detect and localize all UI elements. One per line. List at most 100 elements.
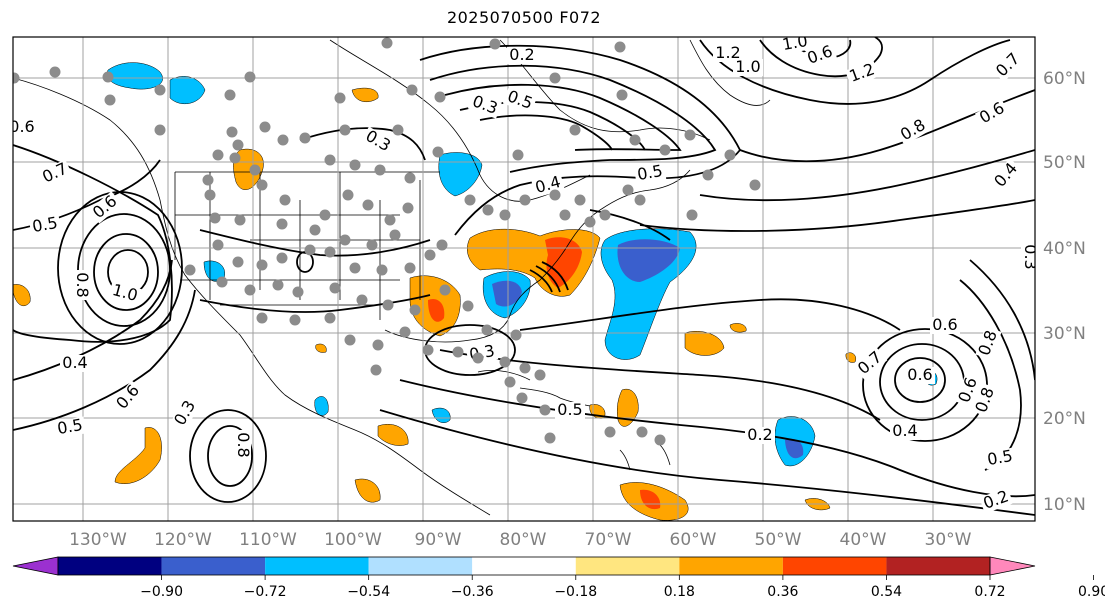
station-marker xyxy=(381,37,393,49)
colorbar-tick-label: 0.18 xyxy=(664,584,695,600)
station-marker xyxy=(462,300,474,312)
station-marker xyxy=(256,179,268,191)
colorbar-tick-label: 0.36 xyxy=(767,584,798,600)
contour-label-bg xyxy=(845,60,880,87)
contour-label: 0.4 xyxy=(62,353,87,372)
lat-label: 20°N xyxy=(1043,409,1086,429)
contour-line xyxy=(13,144,173,343)
station-marker xyxy=(232,256,244,268)
contour-label-bg xyxy=(88,191,123,224)
contour-label-bg xyxy=(38,159,73,188)
lon-label: 60°W xyxy=(670,530,717,550)
longitude-labels: 130°W 120°W 110°W 100°W 90°W 80°W 70°W 60°W 50°W… xyxy=(69,530,972,550)
station-marker xyxy=(226,126,238,138)
station-marker xyxy=(362,199,374,211)
station-marker xyxy=(319,209,331,221)
contour-label-bg xyxy=(983,447,1017,470)
station-marker xyxy=(202,174,214,186)
contour-label-bg xyxy=(990,158,1023,193)
station-marker xyxy=(49,66,61,78)
lat-label: 50°N xyxy=(1043,153,1086,173)
lon-label: 70°W xyxy=(585,530,632,550)
station-marker xyxy=(356,294,368,306)
graticule xyxy=(13,37,1035,521)
lon-label: 30°W xyxy=(925,530,972,550)
station-marker xyxy=(614,41,626,53)
station-marker xyxy=(216,276,228,288)
contour-label: 0.5 xyxy=(557,400,582,419)
contour-label-bg xyxy=(896,115,931,146)
station-marker xyxy=(154,124,166,136)
station-marker xyxy=(499,209,511,221)
station-marker xyxy=(277,134,289,146)
contour-label-bg xyxy=(853,347,888,380)
contour-line xyxy=(894,357,946,403)
contour-label-bg xyxy=(502,87,537,114)
station-marker xyxy=(204,189,216,201)
contour-label-bg xyxy=(507,47,537,64)
colorbar-segment xyxy=(886,557,990,575)
station-marker xyxy=(329,282,341,294)
station-marker xyxy=(599,209,611,221)
contour-line xyxy=(519,298,901,331)
contour-label: 0.8 xyxy=(234,432,253,457)
contour-label: 0.8 xyxy=(73,272,92,297)
contour-line xyxy=(969,259,1035,381)
station-marker xyxy=(559,209,571,221)
contour-label: 1.0 xyxy=(781,31,809,54)
station-marker xyxy=(272,279,284,291)
contour-label-bg xyxy=(13,119,37,136)
station-marker xyxy=(374,164,386,176)
colorbar-tick-label: 0.54 xyxy=(871,584,902,600)
station-marker xyxy=(392,124,404,136)
station-marker xyxy=(409,304,421,316)
contour-line xyxy=(93,233,159,311)
station-markers xyxy=(13,37,761,446)
contour-label: 1.2 xyxy=(715,43,740,62)
shade-region-orange xyxy=(428,298,445,322)
contour-line xyxy=(199,229,431,257)
contour-label: 0.2 xyxy=(509,45,534,64)
chart-title: 2025070500 F072 xyxy=(446,8,602,27)
station-marker xyxy=(686,209,698,221)
contour-line xyxy=(299,127,426,161)
contour-line xyxy=(13,289,196,431)
shade-region-blue xyxy=(785,438,804,459)
contour-label-bg xyxy=(234,430,251,460)
station-marker xyxy=(544,432,556,444)
station-marker xyxy=(659,144,671,156)
shade-region-orange xyxy=(13,284,31,306)
shade-region-blue xyxy=(169,76,206,105)
contour-line xyxy=(444,83,682,151)
lat-label: 30°N xyxy=(1043,324,1086,344)
colorbar-tick-label: −0.90 xyxy=(140,584,183,600)
station-marker xyxy=(339,124,351,136)
station-marker xyxy=(370,364,382,376)
lon-label: 90°W xyxy=(415,530,462,550)
contour-label-bg xyxy=(1021,242,1035,272)
station-marker xyxy=(389,229,401,241)
station-marker xyxy=(422,344,434,356)
station-marker xyxy=(539,404,551,416)
lat-label: 10°N xyxy=(1043,495,1086,515)
station-marker xyxy=(249,164,261,176)
station-marker xyxy=(256,259,268,271)
station-marker xyxy=(549,72,561,84)
contour-label: 0.6 xyxy=(932,315,957,334)
station-marker xyxy=(432,146,444,158)
station-marker xyxy=(232,139,244,151)
station-marker xyxy=(636,426,648,438)
station-marker xyxy=(629,134,641,146)
contour-label-bg xyxy=(975,326,1002,361)
station-marker xyxy=(279,194,291,206)
station-marker xyxy=(519,362,531,374)
station-marker xyxy=(349,159,361,171)
coastline xyxy=(689,39,771,106)
contour-label: 1.0 xyxy=(735,57,760,76)
station-marker xyxy=(334,92,346,104)
station-marker xyxy=(749,179,761,191)
contour-labels: 0.60.70.50.60.8 1.00.40.60.5 0.30.30.30.50… xyxy=(13,31,1035,514)
lon-label: 40°W xyxy=(840,530,887,550)
station-marker xyxy=(404,262,416,274)
station-marker xyxy=(102,71,114,83)
